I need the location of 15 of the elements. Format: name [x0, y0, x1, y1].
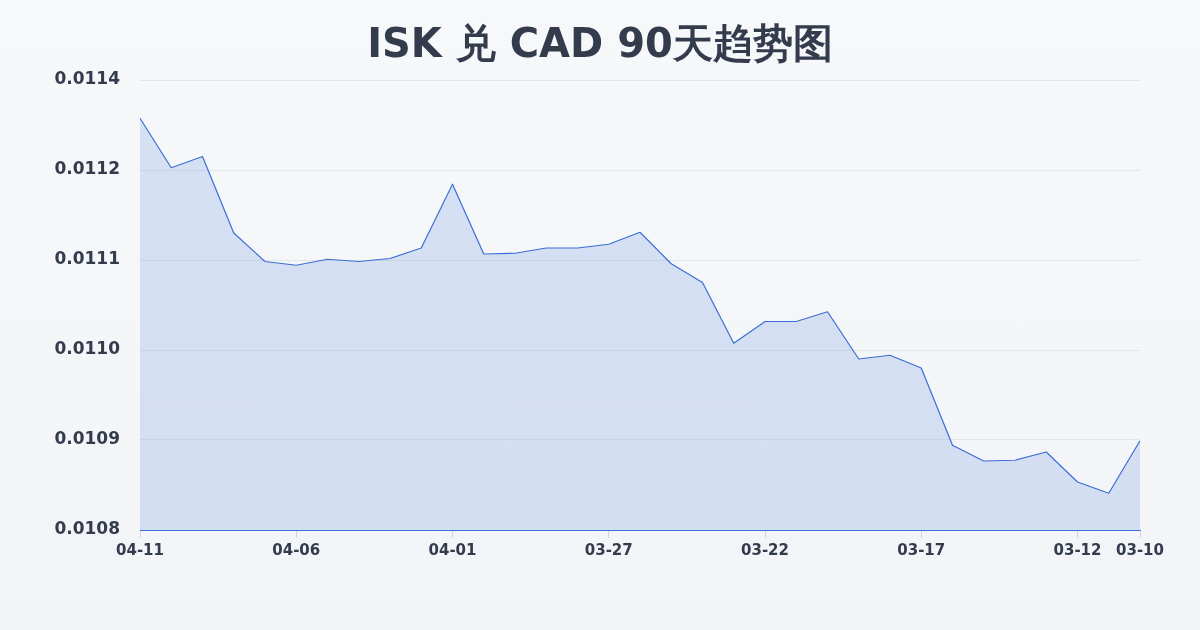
- x-tick-label: 03-12: [1053, 540, 1102, 559]
- x-tick-label: 04-11: [116, 540, 164, 559]
- y-tick-label: 0.0108: [54, 518, 120, 539]
- x-tick-label: 04-01: [428, 540, 477, 559]
- y-tick-label: 0.0109: [54, 428, 120, 449]
- chart-title: ISK 兑 CAD 90天趋势图: [367, 20, 833, 66]
- x-tick-label: 03-22: [741, 540, 789, 559]
- x-tick-label: 04-06: [272, 540, 321, 559]
- x-tick-label: 03-17: [897, 540, 946, 559]
- y-tick-label: 0.0112: [54, 158, 120, 179]
- y-tick-label: 0.0111: [54, 248, 120, 269]
- x-tick-label: 03-10: [1116, 540, 1164, 559]
- x-tick-label: 03-27: [584, 540, 633, 559]
- y-tick-label: 0.0114: [54, 68, 121, 89]
- y-tick-label: 0.0110: [54, 338, 121, 359]
